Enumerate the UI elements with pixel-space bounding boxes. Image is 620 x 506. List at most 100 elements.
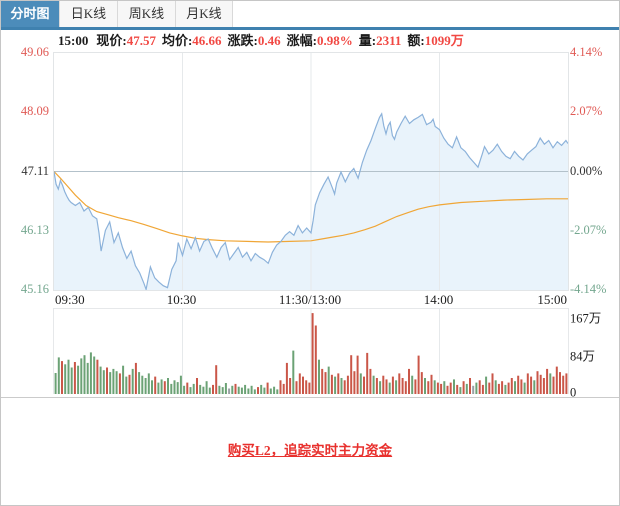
tab-daily-k[interactable]: 日K线 xyxy=(59,1,117,27)
volume-bar xyxy=(481,384,484,394)
volume-bar xyxy=(125,376,128,394)
volume-bar xyxy=(151,380,153,394)
price-axis-label: 46.13 xyxy=(20,222,49,237)
volume-bar xyxy=(86,362,89,394)
volume-bar xyxy=(99,366,102,394)
volume-bar xyxy=(273,386,276,394)
volume-axis-label: 84万 xyxy=(570,349,596,364)
tab-intraday[interactable]: 分时图 xyxy=(1,1,59,27)
volume-bar xyxy=(427,381,430,394)
volume-bar xyxy=(218,385,221,394)
volume-bar xyxy=(276,389,279,394)
volume-bar xyxy=(375,378,378,394)
volume-bar xyxy=(465,383,468,394)
volume-bar xyxy=(170,383,173,394)
volume-bar xyxy=(173,380,176,394)
volume-bar xyxy=(70,367,73,394)
volume-bar xyxy=(96,359,99,394)
volume-bar xyxy=(536,371,539,394)
volume-bar xyxy=(414,379,417,394)
volume-bar xyxy=(212,384,214,394)
time-axis-label: 11:30/13:00 xyxy=(278,292,342,307)
average-price-line xyxy=(54,171,568,243)
volume-bar xyxy=(144,378,147,394)
volume-bar xyxy=(128,374,131,394)
volume-bar xyxy=(292,350,295,394)
volume-bar xyxy=(73,362,76,394)
volume-bar xyxy=(205,381,208,394)
volume-bar xyxy=(517,375,520,394)
volume-bar xyxy=(208,387,211,394)
volume-bar xyxy=(302,376,304,394)
volume-bar xyxy=(279,380,282,394)
volume-bar xyxy=(266,382,269,394)
volume-chart-pane xyxy=(53,308,569,394)
volume-bar xyxy=(122,365,125,394)
volume-bar xyxy=(408,368,410,394)
volume-bar xyxy=(237,386,240,394)
volume-bar xyxy=(83,355,86,394)
footer-divider xyxy=(1,397,619,398)
price-axis-label: 48.09 xyxy=(20,104,49,119)
volume-bar xyxy=(285,362,288,394)
change-percent-value: 0.98% xyxy=(316,33,353,48)
volume-bar xyxy=(411,375,414,394)
volume-bar xyxy=(523,382,526,394)
volume-bar xyxy=(555,366,558,394)
percent-axis-label: -2.07% xyxy=(570,222,607,237)
volume-bar xyxy=(269,388,272,394)
volume-bar xyxy=(115,371,118,394)
volume-bar xyxy=(77,365,80,394)
volume-bar xyxy=(552,376,555,394)
volume-bar xyxy=(231,385,234,394)
volume-bar xyxy=(507,382,510,394)
volume-bar xyxy=(61,361,63,394)
volume-bar xyxy=(311,313,314,394)
volume-bar xyxy=(395,380,398,394)
volume-bar xyxy=(440,383,443,394)
buy-l2-link[interactable]: 购买L2，追踪实时主力资金 xyxy=(227,443,393,458)
volume-bar xyxy=(327,366,330,394)
volume-bar xyxy=(131,368,134,394)
volume-bar xyxy=(192,383,195,394)
volume-bar xyxy=(305,380,308,394)
volume-bar xyxy=(424,378,426,394)
volume-bar xyxy=(215,365,218,394)
volume-value: 2311 xyxy=(376,33,402,48)
volume-bar xyxy=(330,374,333,394)
volume-bar xyxy=(565,373,568,394)
volume-bar xyxy=(141,375,144,394)
volume-bar xyxy=(282,383,285,394)
volume-bar xyxy=(167,378,169,394)
tab-monthly-k[interactable]: 月K线 xyxy=(175,1,233,27)
volume-bar xyxy=(176,382,179,394)
volume-bar xyxy=(449,382,452,394)
volume-bar xyxy=(147,373,150,394)
volume-bar xyxy=(244,384,247,394)
volume-bar xyxy=(539,374,542,394)
average-price-value: 46.66 xyxy=(192,33,222,48)
volume-bar xyxy=(549,373,552,394)
volume-bar xyxy=(520,379,523,394)
price-chart-svg xyxy=(54,53,568,290)
price-axis-label: 47.11 xyxy=(21,163,49,178)
volume-bar xyxy=(160,379,163,394)
volume-bar xyxy=(118,373,121,394)
tab-weekly-k[interactable]: 周K线 xyxy=(117,1,175,27)
volume-bar xyxy=(353,371,356,394)
volume-bar xyxy=(343,380,346,394)
volume-bar xyxy=(250,385,253,394)
volume-bar xyxy=(154,376,157,394)
volume-bar xyxy=(80,358,83,394)
price-axis-label: 45.16 xyxy=(20,282,49,296)
change-value: 0.46 xyxy=(257,33,281,48)
volume-bar xyxy=(475,382,478,394)
volume-bar xyxy=(501,381,504,394)
percent-axis-label: 2.07% xyxy=(570,104,603,119)
volume-bar xyxy=(420,372,423,394)
volume-bar xyxy=(234,383,237,394)
volume-label: 量: xyxy=(358,33,377,48)
volume-bar xyxy=(372,375,375,394)
volume-bar xyxy=(417,355,420,394)
